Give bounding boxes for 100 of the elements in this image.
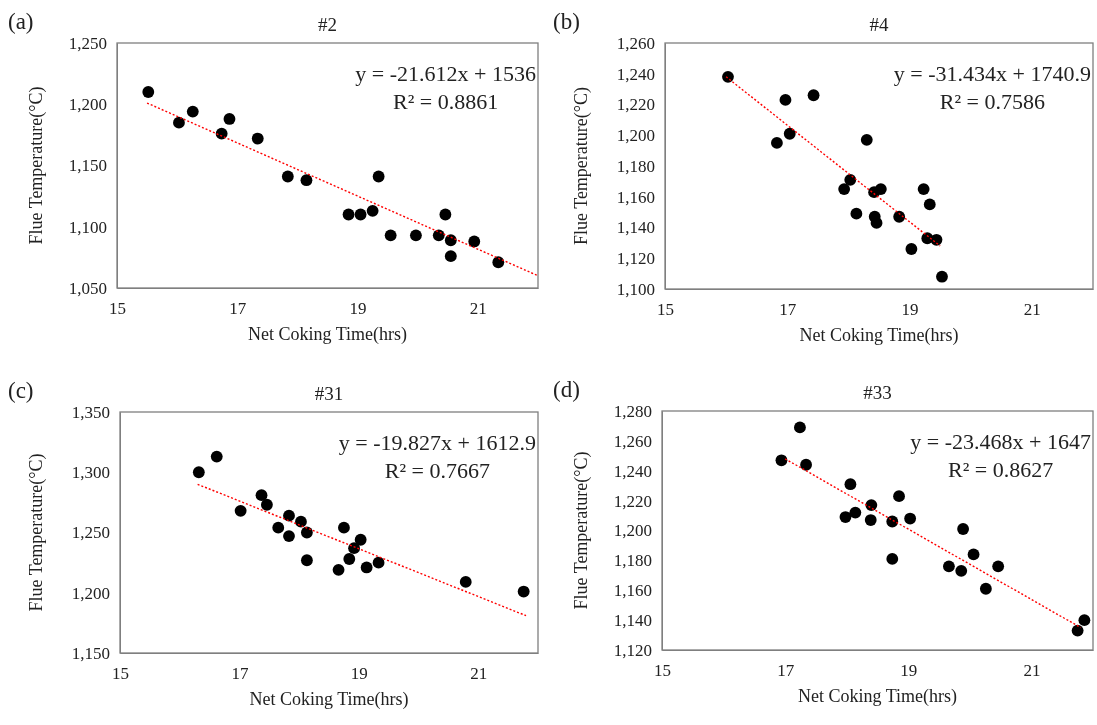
point	[844, 173, 857, 186]
x-tick-label: 21	[1023, 300, 1041, 320]
point	[1071, 624, 1084, 637]
y-axis-title: Flue Temperature(°C)	[26, 86, 47, 245]
point	[865, 499, 878, 512]
point	[186, 105, 199, 118]
point	[283, 530, 295, 543]
point	[215, 127, 228, 140]
text: (c)	[8, 378, 34, 403]
point	[807, 89, 820, 102]
x-axis-title: Net Coking Time(hrs)	[249, 689, 409, 710]
point	[770, 137, 783, 149]
x-axis-title: Net Coking Time(hrs)	[247, 324, 408, 345]
x-tick-label: 19	[900, 661, 918, 681]
y-tick-label: 1,200	[71, 583, 110, 603]
point	[342, 208, 355, 221]
x-tick-label: 15	[109, 299, 126, 319]
point	[343, 553, 356, 565]
point	[366, 204, 379, 217]
point	[444, 250, 457, 263]
point	[142, 86, 155, 98]
y-tick-label: 1,120	[616, 249, 655, 269]
y-tick-label: 1,260	[616, 33, 655, 53]
point	[251, 132, 264, 145]
point	[272, 521, 285, 534]
point	[360, 561, 373, 574]
x-tick-label: 17	[229, 299, 247, 319]
point	[192, 466, 205, 479]
point	[849, 506, 862, 519]
annotation: y = -31.434x + 1740.9	[893, 61, 1091, 86]
x-axis-title: Net Coking Time(hrs)	[799, 325, 959, 346]
x-tick-label: 15	[654, 661, 671, 681]
chart-title: #2	[318, 14, 337, 35]
point	[300, 554, 313, 567]
x-tick-label: 21	[1023, 661, 1041, 681]
point	[943, 560, 955, 573]
y-tick-label: 1,200	[68, 95, 107, 115]
point	[409, 229, 422, 242]
point	[281, 170, 294, 183]
x-tick-label: 15	[112, 664, 129, 684]
x-tick-label: 19	[349, 299, 367, 319]
point	[917, 183, 930, 195]
y-tick-label: 1,200	[616, 126, 655, 146]
point	[783, 127, 796, 140]
point	[779, 93, 792, 106]
point	[384, 229, 397, 242]
y-tick-label: 1,240	[616, 64, 655, 84]
point	[860, 133, 873, 146]
point	[338, 521, 350, 534]
point	[300, 174, 313, 187]
point	[992, 560, 1005, 573]
chart-title: #31	[314, 383, 344, 404]
point	[905, 243, 918, 255]
text: (a)	[8, 9, 34, 34]
y-tick-label: 1,180	[616, 156, 655, 176]
y-tick-label: 1,250	[71, 523, 110, 543]
y-tick-label: 1,150	[68, 156, 107, 176]
y-tick-label: 1,160	[616, 187, 655, 207]
y-tick-label: 1,260	[613, 431, 652, 451]
point	[492, 256, 505, 269]
annotation: y = -21.612x + 1536	[355, 61, 536, 86]
y-tick-label: 1,120	[613, 640, 652, 660]
y-tick-label: 1,220	[616, 95, 655, 115]
point	[468, 235, 481, 248]
point	[957, 523, 969, 535]
chart-title: #33	[863, 382, 892, 403]
point	[936, 270, 948, 283]
annotation: y = -23.468x + 1647	[910, 429, 1091, 454]
x-tick-label: 21	[469, 299, 487, 319]
point	[444, 234, 457, 247]
y-tick-label: 1,140	[613, 611, 652, 631]
y-tick-label: 1,350	[71, 402, 110, 422]
annotation: R² = 0.7586	[939, 89, 1046, 114]
x-tick-label: 15	[657, 300, 674, 320]
y-tick-label: 1,160	[613, 581, 652, 601]
y-tick-label: 1,200	[613, 521, 652, 541]
y-tick-label: 1,280	[613, 401, 652, 421]
point	[223, 113, 236, 125]
point	[354, 533, 367, 546]
point	[332, 563, 345, 576]
y-tick-label: 1,250	[68, 33, 107, 53]
point	[930, 233, 943, 246]
x-tick-label: 17	[231, 664, 249, 684]
point	[432, 229, 445, 242]
point	[372, 556, 385, 569]
y-tick-label: 1,100	[68, 217, 107, 237]
point	[979, 582, 992, 595]
x-tick-label: 21	[470, 664, 488, 684]
y-axis-title: Flue Temperature(°C)	[571, 86, 592, 246]
point	[893, 210, 906, 223]
x-tick-label: 17	[779, 300, 797, 320]
point	[893, 490, 905, 503]
y-tick-label: 1,140	[616, 218, 655, 238]
x-axis-title: Net Coking Time(hrs)	[797, 686, 958, 707]
y-tick-label: 1,300	[71, 463, 110, 483]
point	[234, 504, 247, 517]
point	[255, 489, 268, 502]
y-tick-label: 1,180	[613, 551, 652, 571]
point	[210, 450, 223, 463]
point	[850, 207, 863, 220]
